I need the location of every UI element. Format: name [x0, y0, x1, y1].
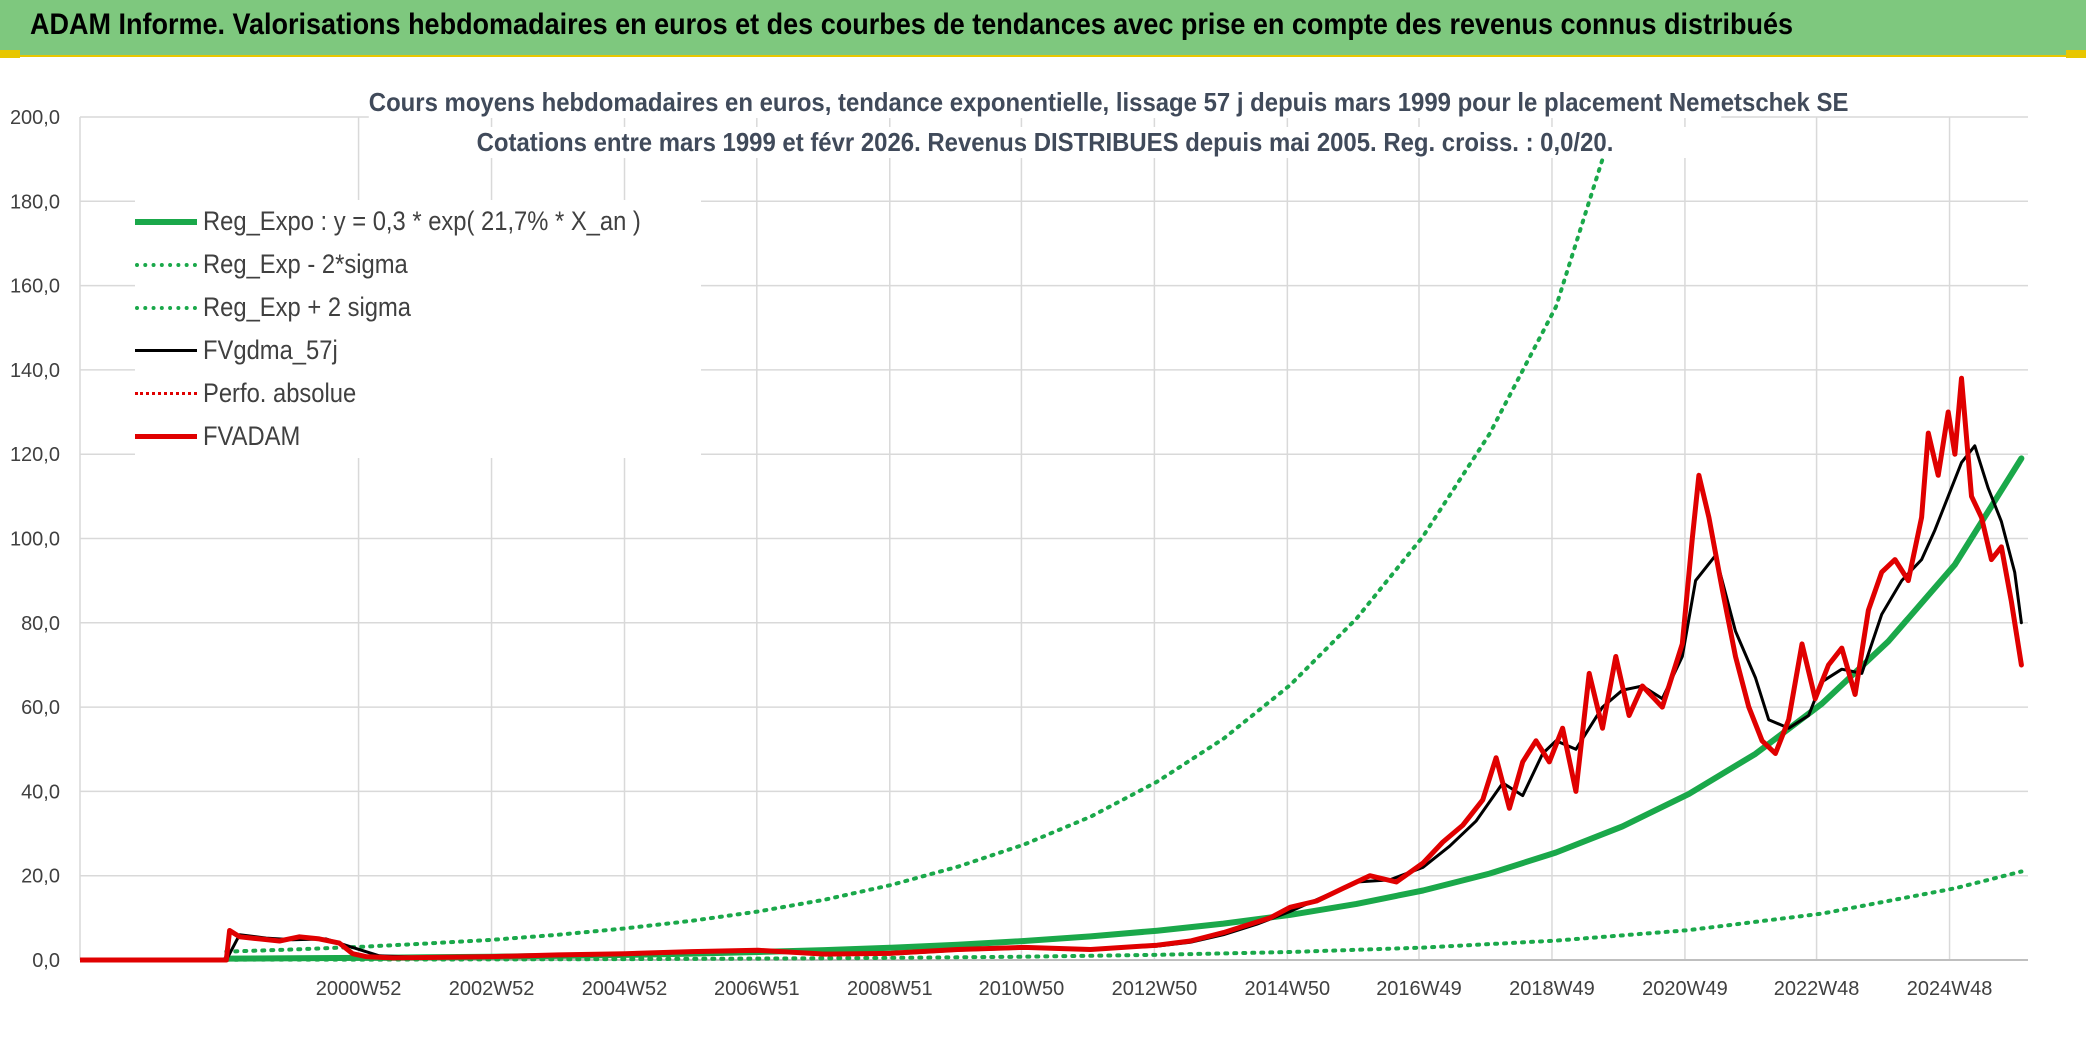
legend-swatch	[135, 218, 197, 225]
legend-swatch	[135, 349, 197, 352]
legend-item: FVgdma_57j	[135, 329, 701, 372]
chart-title-line1: Cours moyens hebdomadaires en euros, ten…	[368, 87, 1849, 118]
y-tick-label: 160,0	[10, 276, 60, 298]
x-tick-label: 2008W51	[847, 978, 933, 1000]
corner-accent-right	[2066, 50, 2086, 58]
legend-item: Perfo. absolue	[135, 372, 701, 415]
legend-item: Reg_Exp - 2*sigma	[135, 243, 701, 286]
legend-swatch	[135, 434, 197, 439]
legend-item: FVADAM	[135, 415, 701, 458]
series-1-line	[224, 869, 2024, 962]
legend-label: Reg_Expo : y = 0,3 * exp( 21,7% * X_an )	[203, 206, 641, 236]
x-tick-label: 2010W50	[979, 978, 1065, 1000]
x-tick-label: 2016W49	[1376, 978, 1462, 1000]
x-tick-label: 2006W51	[714, 978, 800, 1000]
y-tick-label: 200,0	[10, 107, 60, 129]
report-title: ADAM Informe. Valorisations hebdomadaire…	[30, 8, 1794, 41]
x-tick-label: 2014W50	[1245, 978, 1331, 1000]
chart-area: 0,0 20,0 40,0 60,0 80,0 100,0 120,0 140,0 160,0 1…	[0, 57, 2086, 1038]
chart-axes: 0,0 20,0 40,0 60,0 80,0 100,0 120,0 140,0 160,0 1…	[10, 107, 2028, 1000]
y-tick-label: 180,0	[10, 191, 60, 213]
legend-swatch	[135, 305, 197, 310]
legend-item: Reg_Exp + 2 sigma	[135, 286, 701, 329]
series-3-line	[80, 444, 2023, 962]
x-tick-label: 2012W50	[1112, 978, 1198, 1000]
legend-label: Perfo. absolue	[203, 378, 357, 408]
x-tick-label: 2004W52	[582, 978, 668, 1000]
y-tick-label: 100,0	[10, 529, 60, 551]
legend-label: Reg_Exp - 2*sigma	[203, 249, 408, 279]
chart-legend: Reg_Expo : y = 0,3 * exp( 21,7% * X_an )…	[135, 200, 701, 458]
x-tick-label: 2018W49	[1509, 978, 1595, 1000]
chart-title-line2: Cotations entre mars 1999 et févr 2026. …	[368, 127, 1722, 158]
series-0-line	[223, 455, 2025, 962]
x-tick-label: 2020W49	[1642, 978, 1728, 1000]
y-tick-label: 120,0	[10, 444, 60, 466]
y-tick-label: 0,0	[32, 950, 60, 972]
y-tick-label: 40,0	[21, 781, 60, 803]
y-tick-label: 140,0	[10, 360, 60, 382]
series-2-line	[224, 157, 1605, 954]
x-tick-label: 2024W48	[1907, 978, 1993, 1000]
legend-label: Reg_Exp + 2 sigma	[203, 292, 412, 322]
y-tick-label: 80,0	[21, 613, 60, 635]
report-header: ADAM Informe. Valorisations hebdomadaire…	[0, 0, 2086, 57]
legend-swatch	[135, 262, 197, 267]
y-tick-label: 60,0	[21, 697, 60, 719]
legend-item: Reg_Expo : y = 0,3 * exp( 21,7% * X_an )	[135, 200, 701, 243]
y-tick-label: 20,0	[21, 866, 60, 888]
legend-swatch	[135, 392, 197, 395]
x-tick-label: 2022W48	[1774, 978, 1860, 1000]
legend-label: FVADAM	[203, 421, 301, 451]
corner-accent-left	[0, 50, 20, 58]
x-tick-label: 2000W52	[316, 978, 402, 1000]
x-tick-label: 2002W52	[449, 978, 535, 1000]
series-5-line	[80, 375, 2024, 963]
legend-label: FVgdma_57j	[203, 335, 338, 365]
chart-series	[80, 157, 2025, 963]
